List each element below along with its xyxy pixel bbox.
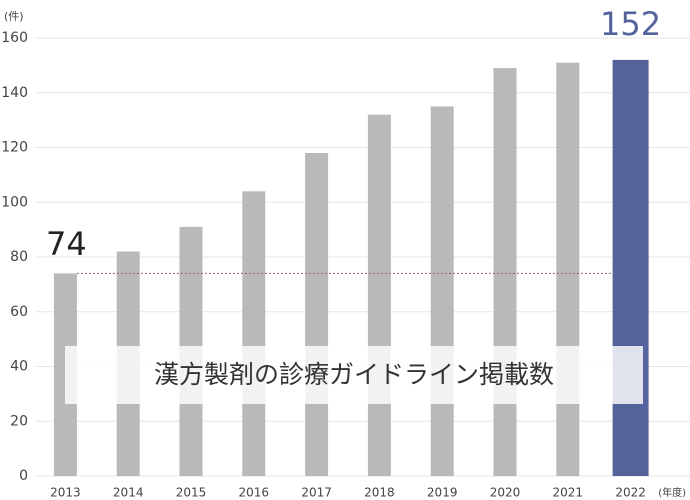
y-tick-label: 120 (1, 140, 28, 156)
bar (493, 68, 517, 477)
y-tick-label: 60 (10, 304, 28, 320)
y-tick-label: 100 (1, 194, 28, 210)
x-tick-label: 2022 (615, 486, 646, 500)
x-tick-label: 2015 (176, 486, 207, 500)
chart-title: 漢方製剤の診療ガイドライン掲載数 (154, 360, 554, 389)
x-tick-label: 2017 (301, 486, 332, 500)
y-tick-label: 20 (10, 413, 28, 429)
title-band (65, 346, 643, 404)
bar (242, 191, 266, 477)
bar (305, 152, 329, 476)
x-tick-label: 2013 (50, 486, 81, 500)
bar (556, 62, 580, 476)
x-tick-label: 2019 (427, 486, 458, 500)
x-tick-label: 2016 (239, 486, 270, 500)
x-tick-label: 2020 (490, 486, 521, 500)
y-tick-label: 40 (10, 359, 28, 375)
x-tick-label: 2021 (553, 486, 584, 500)
y-unit: (件) (4, 10, 24, 23)
x-unit: (年度) (658, 486, 686, 499)
y-tick-label: 160 (1, 30, 28, 46)
value-label: 74 (46, 225, 87, 263)
x-tick-label: 2014 (113, 486, 144, 500)
value-label: 152 (600, 5, 661, 43)
x-tick-label: 2018 (364, 486, 395, 500)
bar (430, 106, 454, 476)
y-tick-label: 140 (1, 85, 28, 101)
y-tick-label: 80 (10, 249, 28, 265)
bar (612, 59, 649, 477)
bar (367, 114, 391, 477)
y-tick-label: 0 (19, 468, 28, 484)
